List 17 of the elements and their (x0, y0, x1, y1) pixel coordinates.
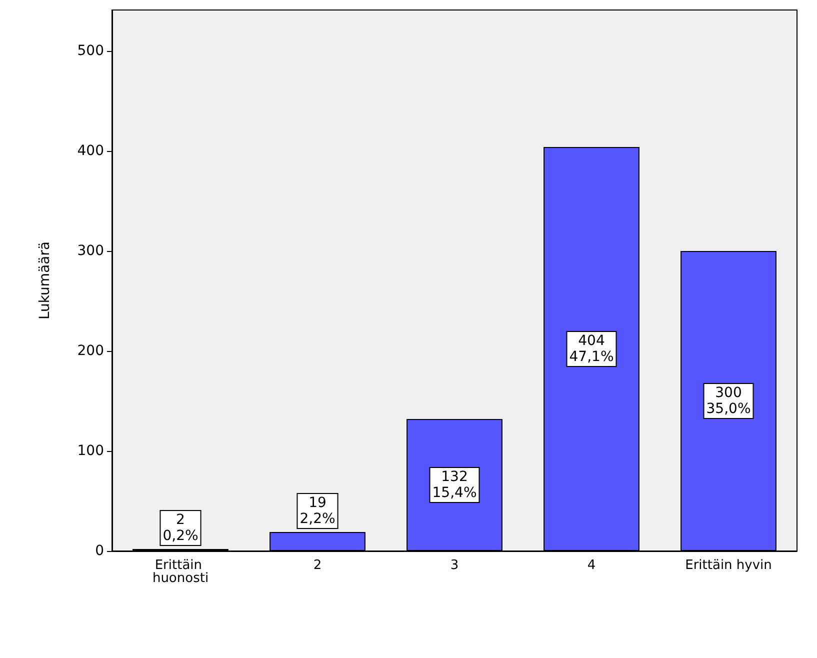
data-label: 132 15,4% (432, 469, 477, 501)
data-label: 404 47,1% (569, 333, 614, 365)
y-axis-title: Lukumäärä (37, 241, 53, 320)
data-label: 300 35,0% (706, 385, 751, 417)
y-tick-label: 100 (77, 443, 104, 459)
y-tick-label: 200 (77, 343, 104, 359)
x-tick-label: 4 (587, 558, 596, 573)
x-tick-label: Erittäin huonosti (152, 558, 209, 586)
x-tick-label: 3 (450, 558, 459, 573)
x-tick-label: Erittäin hyvin (685, 558, 772, 573)
y-tick-label: 0 (95, 543, 104, 559)
y-tick-label: 400 (77, 143, 104, 159)
y-tick-label: 300 (77, 243, 104, 259)
data-label: 19 2,2% (300, 495, 336, 527)
y-tick-label: 500 (77, 43, 104, 59)
x-tick-label: 2 (313, 558, 322, 573)
data-label: 2 0,2% (162, 512, 198, 544)
